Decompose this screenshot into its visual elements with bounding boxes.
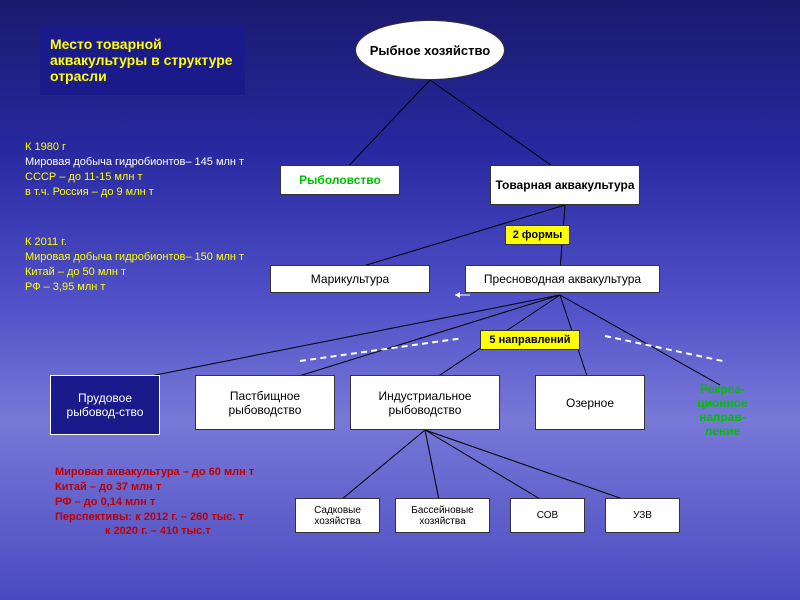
s3-l5: к 2020 г. – 410 тыс.т — [55, 524, 315, 539]
title-text: Место товарной аквакультуры в структуре … — [50, 36, 235, 84]
side-text-2: К 2011 г. Мировая добыча гидробионтов– 1… — [25, 235, 285, 294]
s2-l4: РФ – 3,95 млн т — [25, 280, 285, 295]
side-text-3: Мировая аквакультура – до 60 млн т Китай… — [55, 465, 315, 539]
pond-label: Прудовое рыбовод-ство — [55, 391, 155, 419]
node-sov: СОВ — [510, 498, 585, 533]
node-uzv: УЗВ — [605, 498, 680, 533]
node-mariculture: Марикультура — [270, 265, 430, 293]
s3-l1: Мировая аквакультура – до 60 млн т — [55, 465, 315, 480]
root-node: Рыбное хозяйство — [355, 20, 505, 80]
uzv-label: УЗВ — [633, 510, 652, 521]
lake-label: Озерное — [566, 396, 614, 410]
s3-l3: РФ – до 0,14 млн т — [55, 495, 315, 510]
title-box: Место товарной аквакультуры в структуре … — [40, 25, 245, 95]
node-aquaculture: Товарная аквакультура — [490, 165, 640, 205]
node-recreation: Рекреа-ционное направ-ление — [680, 375, 765, 445]
basin-label: Бассейновые хозяйства — [400, 505, 485, 527]
s1-l2: Мировая добыча гидробионтов– 145 млн т — [25, 155, 285, 170]
node-industrial: Индустриальное рыбоводство — [350, 375, 500, 430]
s1-l3: СССР – до 11-15 млн т — [25, 170, 285, 185]
s2-l2: Мировая добыча гидробионтов– 150 млн т — [25, 250, 285, 265]
root-label: Рыбное хозяйство — [370, 43, 491, 58]
node-pond: Прудовое рыбовод-ство — [50, 375, 160, 435]
sov-label: СОВ — [537, 510, 558, 521]
side-text-1: К 1980 г Мировая добыча гидробионтов– 14… — [25, 140, 285, 199]
tag-directions: 5 направлений — [480, 330, 580, 350]
s2-l1: К 2011 г. — [25, 235, 285, 250]
s1-l1: К 1980 г — [25, 140, 285, 155]
industrial-label: Индустриальное рыбоводство — [355, 389, 495, 417]
fishing-label: Рыболовство — [299, 173, 381, 187]
s2-l3: Китай – до 50 млн т — [25, 265, 285, 280]
node-lake: Озерное — [535, 375, 645, 430]
node-basin: Бассейновые хозяйства — [395, 498, 490, 533]
tag-forms: 2 формы — [505, 225, 570, 245]
pasture-label: Пастбищное рыбоводство — [200, 389, 330, 417]
node-freshwater: Пресноводная аквакультура — [465, 265, 660, 293]
dotted-line-right — [605, 335, 723, 362]
dotted-line-left — [300, 338, 459, 362]
mariculture-label: Марикультура — [311, 272, 389, 286]
s3-l4: Перспективы: к 2012 г. – 260 тыс. т — [55, 510, 315, 525]
node-fishing: Рыболовство — [280, 165, 400, 195]
s3-l2: Китай – до 37 млн т — [55, 480, 315, 495]
s1-l4: в т.ч. Россия – до 9 млн т — [25, 185, 285, 200]
tag-directions-label: 5 направлений — [489, 334, 570, 346]
tag-forms-label: 2 формы — [513, 229, 562, 241]
recreation-label: Рекреа-ционное направ-ление — [684, 382, 761, 438]
freshwater-label: Пресноводная аквакультура — [484, 272, 641, 286]
aquaculture-label: Товарная аквакультура — [495, 178, 634, 192]
node-pasture: Пастбищное рыбоводство — [195, 375, 335, 430]
